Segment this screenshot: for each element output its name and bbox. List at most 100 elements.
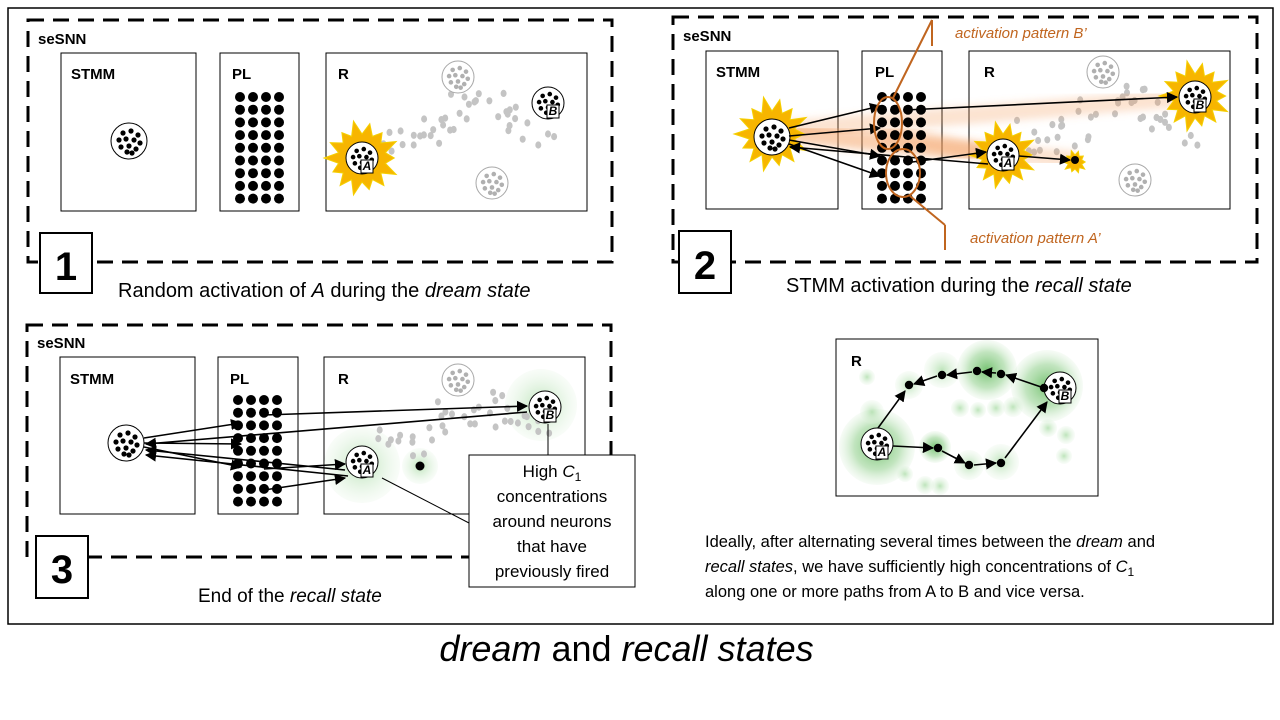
- cluster-neuron: [771, 124, 777, 130]
- cluster-neuron: [123, 136, 129, 142]
- cluster-letter: A: [877, 445, 887, 459]
- pl-neuron: [235, 117, 245, 128]
- reservoir-neuron: [427, 132, 434, 140]
- path-neuron-1: [904, 380, 914, 390]
- cluster-letter-box: [543, 408, 557, 423]
- reservoir-neuron: [1162, 118, 1168, 126]
- panel-number-box-1: [39, 232, 93, 294]
- pl-neuron: [261, 130, 271, 141]
- cluster-neuron: [1125, 183, 1131, 188]
- cluster-neuron: [120, 438, 126, 444]
- reservoir-neuron: [429, 436, 435, 444]
- pattern-b-ellipse: [873, 96, 903, 150]
- reservoir-neuron: [1157, 115, 1164, 123]
- cluster-neuron: [1098, 79, 1104, 85]
- pl-neuron: [274, 180, 284, 191]
- cluster-neuron: [128, 128, 134, 134]
- cluster-neuron: [484, 173, 489, 179]
- pl-neuron: [274, 92, 284, 102]
- cluster-neuron: [540, 402, 545, 408]
- outer-frame: [7, 7, 1274, 625]
- panel-number-3: 3: [51, 548, 73, 592]
- cluster-neuron: [550, 399, 556, 404]
- cluster-neuron: [544, 395, 550, 401]
- reservoir-neuron: [467, 420, 474, 428]
- pl-neuron: [246, 395, 256, 405]
- cluster-neuron: [759, 133, 765, 139]
- pl-box-1: [219, 52, 300, 212]
- pl-neuron: [248, 130, 258, 141]
- cluster-neuron: [450, 67, 455, 73]
- cluster-neuron: [367, 454, 373, 459]
- reservoir-clusters-4: AB: [860, 366, 1077, 470]
- reservoir-neuron: [376, 426, 383, 434]
- pl-neuron: [261, 155, 271, 166]
- panel-4-text-line-3: along one or more paths from A to B and …: [705, 583, 1085, 601]
- reservoir-neuron: [440, 121, 447, 129]
- cluster-gray-bottom: [1118, 163, 1152, 197]
- reservoir-neuron: [1140, 113, 1146, 121]
- cluster-letter-box: [360, 463, 374, 478]
- callout-line-1: High C1: [523, 462, 582, 484]
- pl-neuron: [916, 130, 926, 141]
- cluster-neuron: [1197, 93, 1202, 99]
- pl-neuron: [233, 483, 243, 494]
- reservoir-neuron: [385, 440, 392, 448]
- reservoir-neuron: [397, 127, 404, 135]
- cluster-neuron: [547, 403, 552, 409]
- c1-concentration: [970, 402, 986, 418]
- reservoir-neuron: [1181, 139, 1188, 147]
- pl-neuron: [877, 193, 887, 204]
- reservoir-neuron: [399, 141, 406, 149]
- connection-arrows-3: [143, 400, 529, 491]
- cluster-neuron: [1127, 170, 1132, 176]
- cluster-neuron: [543, 98, 548, 104]
- pl-neuron: [877, 155, 887, 166]
- pl-neuron: [916, 117, 926, 128]
- cluster-neuron: [1103, 80, 1108, 85]
- c1-concentration: [987, 399, 1005, 417]
- cluster-neuron: [772, 146, 778, 152]
- cluster-neuron: [1200, 89, 1206, 94]
- cluster-neuron: [457, 65, 463, 71]
- cluster-neuron: [364, 154, 369, 160]
- cluster-letter-box: [875, 445, 889, 460]
- callout-line-5: previously fired: [495, 562, 609, 581]
- cluster-neuron: [1135, 188, 1140, 193]
- pl-neuron: [903, 168, 913, 179]
- cluster-neuron: [1059, 376, 1065, 382]
- reservoir-neuron: [1071, 142, 1078, 150]
- cluster-letter: A: [362, 159, 372, 173]
- pl-neuron: [272, 407, 282, 418]
- pl-neuron: [274, 142, 284, 153]
- callout-line-2: concentrations: [497, 487, 608, 506]
- cluster-neuron: [118, 144, 124, 150]
- cluster-neuron: [550, 99, 555, 105]
- figure-title: dream and recall states: [0, 628, 1253, 670]
- pl-neuron: [248, 168, 258, 179]
- c1-concentration: [897, 466, 913, 482]
- pl-neuron: [246, 407, 256, 418]
- reservoir-neuron: [505, 127, 512, 135]
- cluster-neuron: [1105, 68, 1110, 74]
- cluster-neuron: [537, 397, 542, 403]
- cluster-neuron: [117, 432, 123, 438]
- cluster-neuron: [1138, 184, 1144, 190]
- pl-neuron-grid-3: [233, 395, 282, 507]
- reservoir-neuron: [1165, 123, 1172, 131]
- cluster-neuron: [137, 140, 143, 146]
- cluster-neuron: [130, 448, 136, 454]
- pl-neuron: [259, 395, 269, 405]
- cluster-letter: A: [362, 463, 372, 477]
- cluster-neuron: [113, 439, 119, 445]
- reservoir-neuron: [420, 131, 427, 139]
- cluster-neuron: [993, 158, 999, 163]
- reservoir-neuron: [442, 408, 449, 416]
- arrow-pl-to-b: [263, 400, 529, 416]
- pl-neuron: [235, 130, 245, 141]
- cluster-neuron: [126, 143, 132, 149]
- cluster-neuron: [450, 370, 455, 376]
- arrow-n4-to-n3: [980, 367, 997, 379]
- arrow-b-to-n4: [1004, 372, 1045, 389]
- cluster-neuron: [461, 384, 467, 390]
